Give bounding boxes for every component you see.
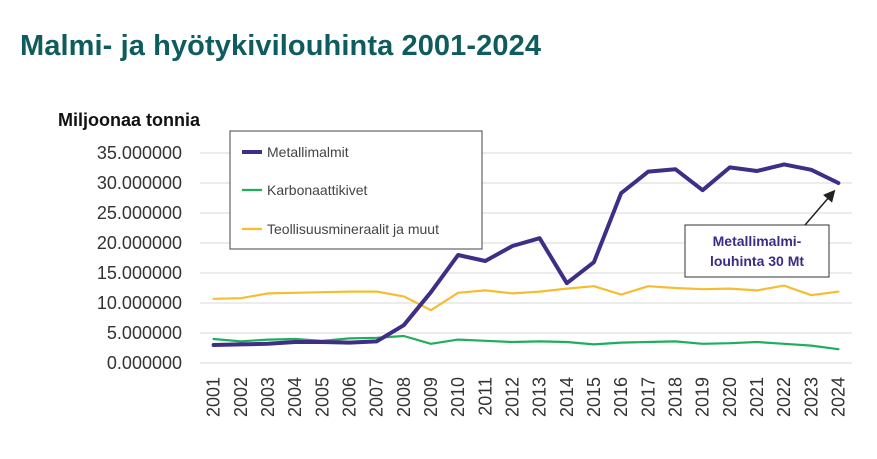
x-tick-label: 2022 (774, 377, 794, 417)
y-tick-label: 35.000000 (97, 143, 182, 163)
y-tick-label: 30.000000 (97, 173, 182, 193)
y-tick-label: 25.000000 (97, 203, 182, 223)
x-tick-label: 2020 (720, 377, 740, 417)
annotation-arrow (804, 189, 836, 226)
x-axis-ticks: 2001 2002 2003 2004 2005 2006 2007 2008 2009 2010… (204, 377, 849, 417)
legend-box (229, 130, 483, 250)
x-tick-label: 2021 (747, 377, 767, 417)
legend: Metallimalmit Karbonaattikivet Teollisuusm… (229, 130, 483, 250)
x-tick-label: 2013 (530, 377, 550, 417)
x-tick-label: 2011 (475, 377, 495, 416)
x-tick-label: 2006 (339, 377, 359, 417)
x-tick-label: 2016 (611, 377, 631, 417)
annotation-text-line1: Metallimalmi- (713, 233, 802, 249)
x-tick-label: 2023 (801, 377, 821, 417)
x-tick-label: 2008 (394, 377, 414, 417)
x-tick-label: 2004 (285, 377, 305, 417)
y-tick-label: 15.000000 (97, 263, 182, 283)
legend-label-1: Metallimalmit (267, 144, 349, 160)
x-tick-label: 2024 (828, 377, 848, 417)
x-tick-label: 2005 (312, 377, 332, 417)
x-tick-label: 2014 (557, 377, 577, 417)
x-tick-label: 2002 (231, 377, 251, 417)
x-tick-label: 2009 (421, 377, 441, 417)
x-tick-label: 2017 (638, 377, 658, 417)
series-line-1 (211, 162, 841, 347)
y-axis-ticks: 0.000000 5.000000 10.000000 15.000000 20.000… (97, 143, 182, 373)
y-tick-label: 10.000000 (97, 293, 182, 313)
x-tick-label: 2015 (584, 377, 604, 417)
x-tick-label: 2003 (258, 377, 278, 417)
x-tick-label: 2018 (665, 377, 685, 417)
legend-label-3: Teollisuusmineraalit ja muut (267, 221, 439, 237)
x-tick-label: 2001 (204, 377, 224, 417)
y-tick-label: 5.000000 (107, 323, 182, 343)
y-axis-label: Miljoonaa tonnia (58, 110, 200, 130)
x-tick-label: 2012 (502, 377, 522, 417)
x-tick-label: 2019 (693, 377, 713, 417)
y-tick-label: 0.000000 (107, 353, 182, 373)
chart-title: Malmi- ja hyötykivilouhinta 2001-2024 (20, 30, 542, 62)
annotation-callout: Metallimalmi- louhinta 30 Mt (684, 189, 836, 278)
legend-label-2: Karbonaattikivet (267, 182, 368, 198)
x-tick-label: 2007 (367, 377, 387, 417)
series-line-3 (212, 284, 840, 312)
annotation-text-line2: louhinta 30 Mt (710, 253, 804, 269)
y-tick-label: 20.000000 (97, 233, 182, 253)
series-lines (211, 162, 841, 351)
x-tick-label: 2010 (448, 377, 468, 417)
annotation-box (684, 224, 830, 278)
